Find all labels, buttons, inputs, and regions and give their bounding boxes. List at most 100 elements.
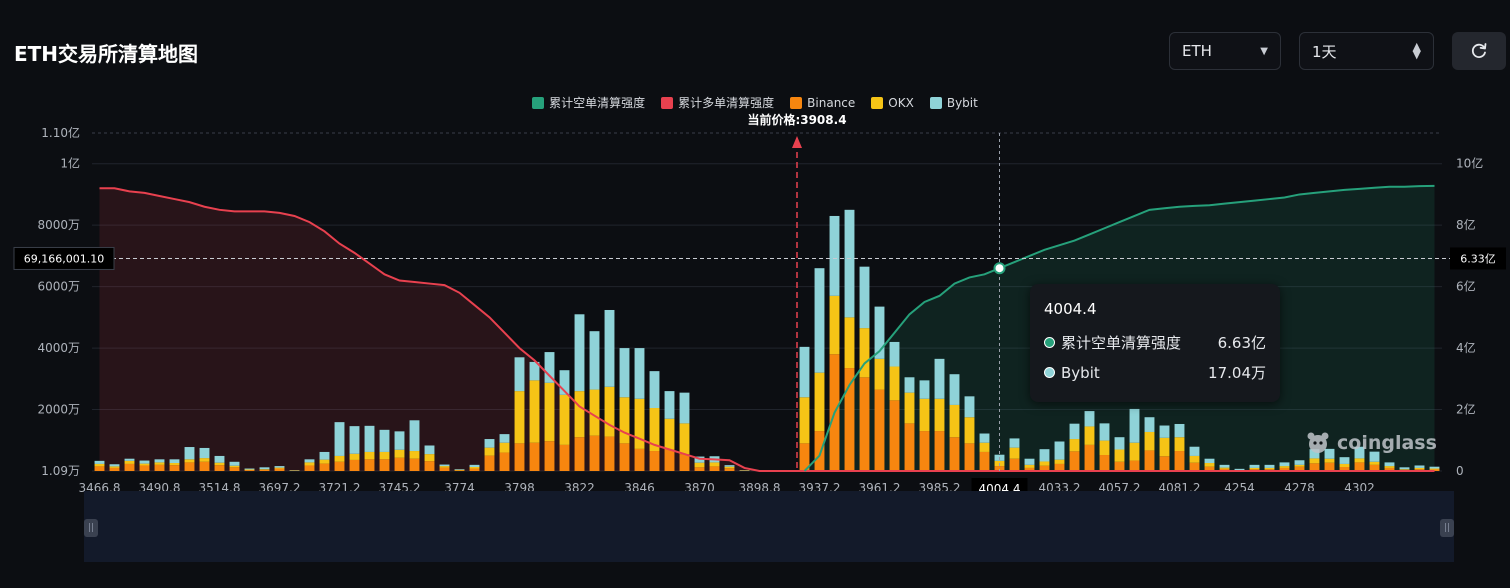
bar-okx — [1399, 469, 1410, 470]
y-axis-right-tick: 0 — [1456, 464, 1464, 478]
bar-okx — [919, 398, 930, 432]
refresh-icon — [1471, 43, 1487, 58]
bar-bybit — [409, 420, 420, 452]
legend-label: 累计多单清算强度 — [678, 96, 775, 110]
bar-okx — [1354, 458, 1365, 463]
bar-bybit — [859, 266, 870, 329]
navigator-left-handle[interactable]: || — [84, 519, 98, 537]
bar-okx — [1009, 447, 1020, 459]
bar-binance — [469, 468, 480, 471]
bar-okx — [1084, 426, 1095, 445]
bar-binance — [1144, 450, 1155, 471]
bar-binance — [124, 463, 135, 471]
bar-okx — [1339, 463, 1350, 468]
bar-okx — [949, 404, 960, 438]
bar-binance — [664, 449, 675, 471]
legend-item-bybit[interactable]: Bybit — [929, 94, 978, 111]
bar-binance — [1294, 466, 1305, 471]
bar-binance — [634, 448, 645, 471]
bar-okx — [814, 372, 825, 432]
y-axis-left-tick: 1.09万 — [41, 464, 80, 478]
bar-okx — [184, 459, 195, 463]
bar-okx — [1039, 461, 1050, 466]
bar-bybit — [244, 468, 255, 470]
bar-okx — [964, 417, 975, 444]
bar-bybit — [379, 429, 390, 452]
period-select[interactable]: 1天 ▲ ▼ — [1299, 32, 1434, 70]
coin-select[interactable]: ETH ▼ — [1169, 32, 1281, 70]
bar-bybit — [154, 459, 165, 463]
bar-okx — [109, 466, 120, 468]
bar-bybit — [499, 434, 510, 443]
bar-bybit — [949, 374, 960, 405]
bar-binance — [1159, 456, 1170, 471]
bar-bybit — [319, 451, 330, 460]
bar-bybit — [964, 396, 975, 418]
bar-binance — [1084, 444, 1095, 471]
bar-binance — [934, 431, 945, 471]
legend-label: OKX — [888, 95, 914, 110]
bar-okx — [304, 462, 315, 466]
bar-binance — [1174, 451, 1185, 471]
bar-bybit — [1189, 446, 1200, 456]
y-axis-left-tick: 4000万 — [37, 341, 80, 355]
bar-binance — [424, 461, 435, 471]
tooltip-row: 累计空单清算强度 6.63亿 — [1044, 332, 1266, 353]
bar-bybit — [274, 466, 285, 468]
bar-bybit — [814, 268, 825, 373]
bar-okx — [589, 389, 600, 436]
bar-bybit — [1264, 464, 1275, 468]
bar-okx — [1099, 440, 1110, 456]
legend-item-short-cum[interactable]: 累计空单清算强度 — [532, 94, 645, 111]
bar-binance — [1009, 458, 1020, 471]
bar-okx — [1369, 461, 1380, 465]
bar-bybit — [1219, 464, 1230, 468]
bar-okx — [484, 447, 495, 456]
bar-bybit — [1309, 449, 1320, 459]
bar-binance — [919, 431, 930, 471]
bar-okx — [709, 462, 720, 467]
bar-bybit — [424, 445, 435, 455]
bar-binance — [1369, 464, 1380, 471]
bar-bybit — [514, 357, 525, 392]
bar-bybit — [829, 215, 840, 296]
refresh-button[interactable] — [1452, 32, 1506, 70]
legend-item-long-cum[interactable]: 累计多单清算强度 — [661, 94, 774, 111]
bar-binance — [259, 469, 270, 471]
short-cumulative-line — [803, 184, 1435, 472]
bar-binance — [334, 461, 345, 471]
period-select-value: 1天 — [1312, 42, 1337, 61]
bar-okx — [1414, 467, 1425, 470]
bar-binance — [889, 400, 900, 471]
bar-okx — [409, 451, 420, 459]
legend-swatch — [661, 96, 674, 109]
bar-okx — [1429, 468, 1440, 470]
bar-bybit — [394, 431, 405, 450]
bar-binance — [109, 467, 120, 471]
range-navigator[interactable]: || || — [84, 491, 1454, 562]
bar-okx — [1384, 466, 1395, 468]
bar-binance — [859, 377, 870, 471]
bar-binance — [559, 444, 570, 471]
legend-item-binance[interactable]: Binance — [790, 94, 855, 111]
crosshair-right-label-box — [1450, 247, 1506, 270]
bar-bybit — [199, 447, 210, 459]
bar-okx — [649, 408, 660, 452]
bar-okx — [529, 380, 540, 443]
chart-tooltip: 4004.4 累计空单清算强度 6.63亿 Bybit 17.04万 — [1030, 284, 1280, 402]
bar-okx — [1159, 437, 1170, 457]
bar-binance — [1384, 467, 1395, 471]
bar-okx — [154, 462, 165, 465]
legend-item-okx[interactable]: OKX — [871, 94, 914, 111]
bar-binance — [184, 462, 195, 471]
y-axis-right-tick: 2亿 — [1456, 402, 1476, 417]
bar-okx — [829, 295, 840, 355]
bar-okx — [1294, 464, 1305, 467]
bar-binance — [454, 470, 465, 471]
bar-okx — [889, 366, 900, 401]
bar-bybit — [1039, 449, 1050, 462]
bar-binance — [199, 461, 210, 471]
bar-binance — [1039, 465, 1050, 471]
navigator-right-handle[interactable]: || — [1440, 519, 1454, 537]
tooltip-dot — [1044, 367, 1055, 378]
